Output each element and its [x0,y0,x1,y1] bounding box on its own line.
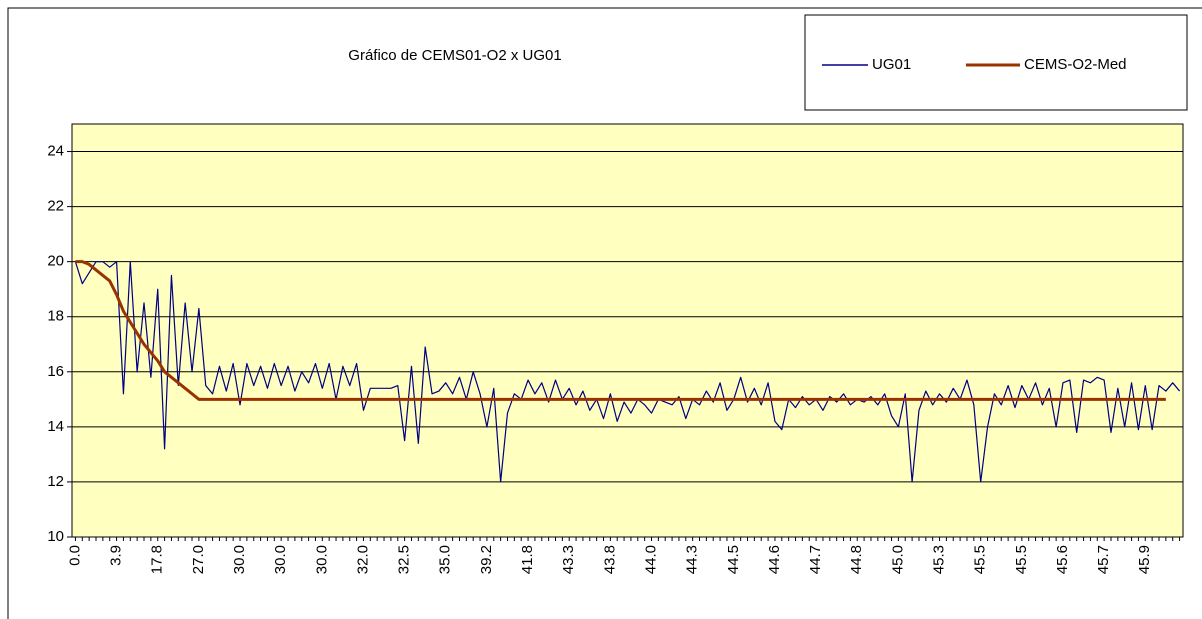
x-tick-label: 43.3 [560,545,577,574]
legend-box [804,14,1188,111]
y-tick-label: 24 [47,143,64,160]
x-tick-label: 44.3 [684,545,701,574]
x-tick-label: 45.7 [1095,545,1112,574]
y-tick-label: 16 [47,363,64,380]
x-tick-label: 3.9 [108,545,125,566]
x-tick-label: 45.9 [1136,545,1153,574]
x-tick-label: 32.0 [354,545,371,574]
x-tick-label: 0.0 [66,545,83,566]
chart-title: Gráfico de CEMS01-O2 x UG01 [348,47,561,64]
legend-label: UG01 [872,56,911,73]
x-tick-label: 27.0 [190,545,207,574]
x-tick-label: 44.7 [807,545,824,574]
y-tick-label: 14 [47,418,64,435]
x-tick-label: 17.8 [149,545,166,574]
x-tick-label: 35.0 [437,545,454,574]
x-tick-label: 39.2 [478,545,495,574]
x-tick-label: 45.5 [1013,545,1030,574]
x-tick-label: 45.3 [931,545,948,574]
x-tick-label: 44.5 [725,545,742,574]
x-tick-label: 45.0 [889,545,906,574]
x-tick-label: 30.0 [272,545,289,574]
x-tick-label: 30.0 [313,545,330,574]
series-line [75,260,1166,401]
y-tick-label: 20 [47,253,64,270]
y-tick-label: 12 [47,473,64,490]
y-tick-label: 18 [47,308,64,325]
x-tick-label: 43.8 [601,545,618,574]
x-tick-label: 45.5 [972,545,989,574]
x-tick-label: 45.6 [1054,545,1071,574]
x-tick-label: 30.0 [231,545,248,574]
x-tick-label: 44.8 [848,545,865,574]
y-tick-label: 22 [47,198,64,215]
legend: UG01 CEMS-O2-Med [804,14,1188,111]
x-tick-label: 44.0 [642,545,659,574]
x-tick-label: 44.6 [766,545,783,574]
x-tick-label: 41.8 [519,545,536,574]
series-line [74,261,1181,483]
y-tick-label: 10 [47,528,64,545]
legend-label: CEMS-O2-Med [1024,56,1127,73]
plot-area [71,123,1184,538]
x-tick-label: 32.5 [396,545,413,574]
